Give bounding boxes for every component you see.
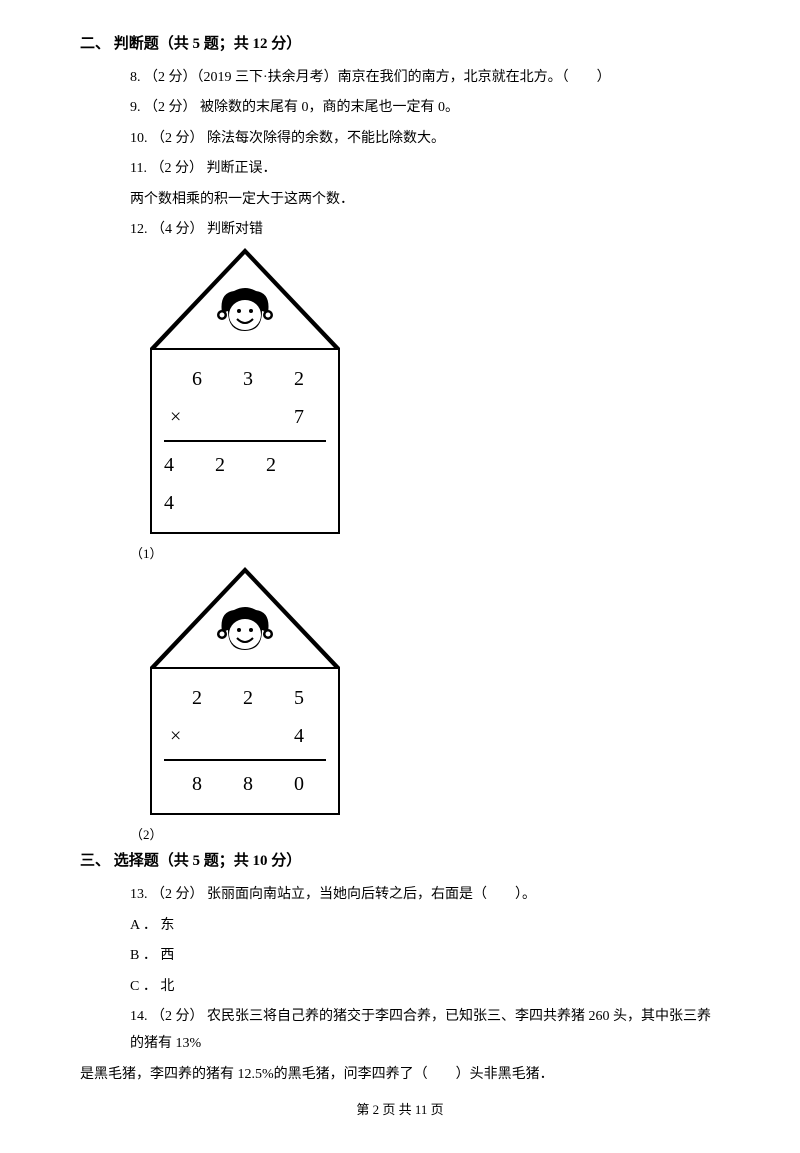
math1-multiplier: 7 [294,398,326,436]
math2-operand: 2 2 5 [164,679,326,717]
math2-operator: × [164,717,181,755]
math-problem-2: 2 2 5 × 4 8 8 0 [150,567,720,815]
math2-result: 8 8 0 [164,761,326,803]
question-8: 8. （2 分）（2019 三下·扶余月考）南京在我们的南方，北京就在北方。（ … [130,65,720,92]
question-14: 14. （2 分） 农民张三将自己养的猪交于李四合养，已知张三、李四共养猪 26… [130,1004,720,1057]
math2-multiplier: 4 [294,717,326,755]
math1-result: 4 2 2 4 [164,442,326,522]
girl-face-icon [214,602,276,657]
math1-operator: × [164,398,181,436]
house-roof-2 [150,567,340,667]
question-10: 10. （2 分） 除法每次除得的余数，不能比除数大。 [130,126,720,153]
section2-title: 二、 判断题（共 5 题；共 12 分） [80,30,720,59]
math1-label: （1） [130,542,720,567]
section3-title: 三、 选择题（共 5 题；共 10 分） [80,847,720,876]
question-13: 13. （2 分） 张丽面向南站立，当她向后转之后，右面是（ ）。 [130,882,720,909]
question-11-body: 两个数相乘的积一定大于这两个数． [130,187,720,214]
option-13c: C ． 北 [130,974,720,1001]
question-9: 9. （2 分） 被除数的末尾有 0，商的末尾也一定有 0。 [130,95,720,122]
math-problem-1: 6 3 2 × 7 4 2 2 4 [150,248,720,534]
house-roof-1 [150,248,340,348]
question-11: 11. （2 分） 判断正误． [130,156,720,183]
math1-operand: 6 3 2 [164,360,326,398]
question-14-cont: 是黑毛猪，李四养的猪有 12.5%的黑毛猪，问李四养了（ ）头非黑毛猪． [80,1062,720,1089]
page-footer: 第 2 页 共 11 页 [80,1098,720,1123]
question-12: 12. （4 分） 判断对错 [130,217,720,244]
option-13a: A ． 东 [130,913,720,940]
option-13b: B ． 西 [130,943,720,970]
girl-face-icon [214,283,276,338]
math2-label: （2） [130,823,720,848]
